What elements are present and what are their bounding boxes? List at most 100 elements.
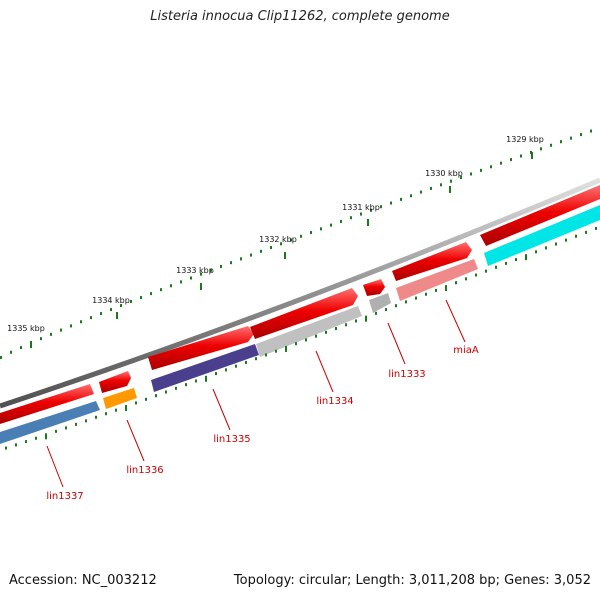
scale-minor-tick xyxy=(240,257,242,261)
cds-feature[interactable] xyxy=(363,279,385,296)
scale-minor-tick xyxy=(520,154,522,158)
label-leader xyxy=(315,350,334,393)
inner-tick xyxy=(545,246,547,250)
inner-tick xyxy=(585,230,587,234)
scale-minor-tick xyxy=(90,316,92,320)
scale-minor-tick xyxy=(10,350,12,354)
inner-tick xyxy=(245,360,247,364)
inner-tick xyxy=(525,254,527,261)
scale-minor-tick xyxy=(340,219,342,223)
cds-feature[interactable] xyxy=(0,384,94,424)
gene-label: lin1336 xyxy=(126,465,163,476)
scale-minor-tick xyxy=(210,268,212,272)
cds-feature[interactable] xyxy=(392,242,472,281)
inner-tick xyxy=(55,429,57,433)
scale-label: 1334 kbp xyxy=(92,296,130,305)
scale-minor-tick xyxy=(450,179,452,183)
gene-feature-lin1335[interactable] xyxy=(151,344,259,392)
cds-feature[interactable] xyxy=(99,371,131,393)
inner-tick xyxy=(335,327,337,331)
scale-minor-tick xyxy=(420,190,422,194)
scale-label: 1331 kbp xyxy=(342,203,380,212)
cds-strand-forward xyxy=(0,185,600,424)
gene-feature-lin1336[interactable] xyxy=(103,388,137,409)
scale-minor-tick xyxy=(410,194,412,198)
scale-label: 1335 kbp xyxy=(7,324,45,333)
scale-minor-tick xyxy=(190,276,192,280)
scale-minor-tick xyxy=(580,133,582,137)
scale-minor-tick xyxy=(510,158,512,162)
gene-feature-lin1337[interactable] xyxy=(0,401,100,444)
topology-text: Topology: circular; Length: 3,011,208 bp… xyxy=(233,573,591,588)
cds-feature[interactable] xyxy=(250,288,358,339)
gene-feature-lin1333[interactable] xyxy=(369,293,391,313)
gene-feature-unlabeled[interactable] xyxy=(484,205,600,266)
inner-tick xyxy=(85,419,87,423)
inner-tick xyxy=(325,330,327,334)
scale-minor-tick xyxy=(320,227,322,231)
scale-minor-tick xyxy=(480,168,482,172)
inner-tick xyxy=(205,375,207,382)
scale-minor-tick xyxy=(230,261,232,265)
inner-tick xyxy=(265,353,267,357)
scale-minor-tick xyxy=(250,253,252,257)
inner-tick xyxy=(315,334,317,338)
scale-minor-tick xyxy=(150,292,152,296)
scale-minor-tick xyxy=(280,242,282,246)
scale-minor-tick xyxy=(440,183,442,187)
inner-tick xyxy=(35,436,37,440)
label-leader xyxy=(387,322,406,365)
cds-feature[interactable] xyxy=(148,326,254,370)
genome-backbone xyxy=(0,177,600,409)
inner-tick xyxy=(575,234,577,238)
inner-tick xyxy=(405,300,407,304)
position-scale: 1329 kbp 1330 kbp 1331 kbp 1332 kbp 1333 kbp… xyxy=(0,129,592,359)
scale-minor-tick xyxy=(470,172,472,176)
scale-minor-tick xyxy=(220,264,222,268)
inner-tick xyxy=(225,368,227,372)
inner-tick xyxy=(485,269,487,273)
inner-tick xyxy=(115,408,117,412)
inner-tick xyxy=(285,345,287,352)
cds-feature[interactable] xyxy=(480,185,600,246)
scale-minor-tick xyxy=(70,324,72,328)
gene-label: lin1334 xyxy=(316,396,353,407)
inner-tick xyxy=(565,238,567,242)
inner-tick xyxy=(425,292,427,296)
gene-label: miaA xyxy=(453,345,479,356)
scale-label: 1333 kbp xyxy=(176,266,214,275)
inner-tick xyxy=(165,390,167,394)
scale-minor-tick xyxy=(310,231,312,235)
scale-minor-tick xyxy=(400,197,402,201)
inner-tick xyxy=(75,422,77,426)
label-leader xyxy=(46,445,64,488)
scale-minor-tick xyxy=(260,249,262,253)
inner-tick xyxy=(95,415,97,419)
inner-tick xyxy=(295,342,297,346)
inner-tick-row xyxy=(5,226,597,450)
scale-minor-tick xyxy=(290,238,292,242)
scale-minor-tick xyxy=(180,280,182,284)
inner-tick xyxy=(345,323,347,327)
gene-feature-miaA[interactable] xyxy=(396,259,478,301)
inner-tick xyxy=(455,281,457,285)
inner-tick xyxy=(505,261,507,265)
inner-tick xyxy=(195,379,197,383)
gene-feature-lin1334[interactable] xyxy=(256,306,362,357)
scale-minor-tick xyxy=(360,212,362,216)
inner-tick xyxy=(355,319,357,323)
inner-tick xyxy=(305,338,307,342)
label-leader xyxy=(212,388,231,431)
scale-minor-tick xyxy=(550,143,552,147)
label-leader xyxy=(126,419,145,462)
scale-minor-tick xyxy=(380,205,382,209)
accession-text: Accession: NC_003212 xyxy=(9,573,157,588)
scale-minor-tick xyxy=(20,346,22,350)
scale-minor-tick xyxy=(200,272,202,276)
inner-tick xyxy=(45,433,47,440)
inner-tick xyxy=(135,401,137,405)
scale-minor-tick xyxy=(60,328,62,332)
inner-tick xyxy=(185,383,187,387)
inner-tick xyxy=(475,273,477,277)
